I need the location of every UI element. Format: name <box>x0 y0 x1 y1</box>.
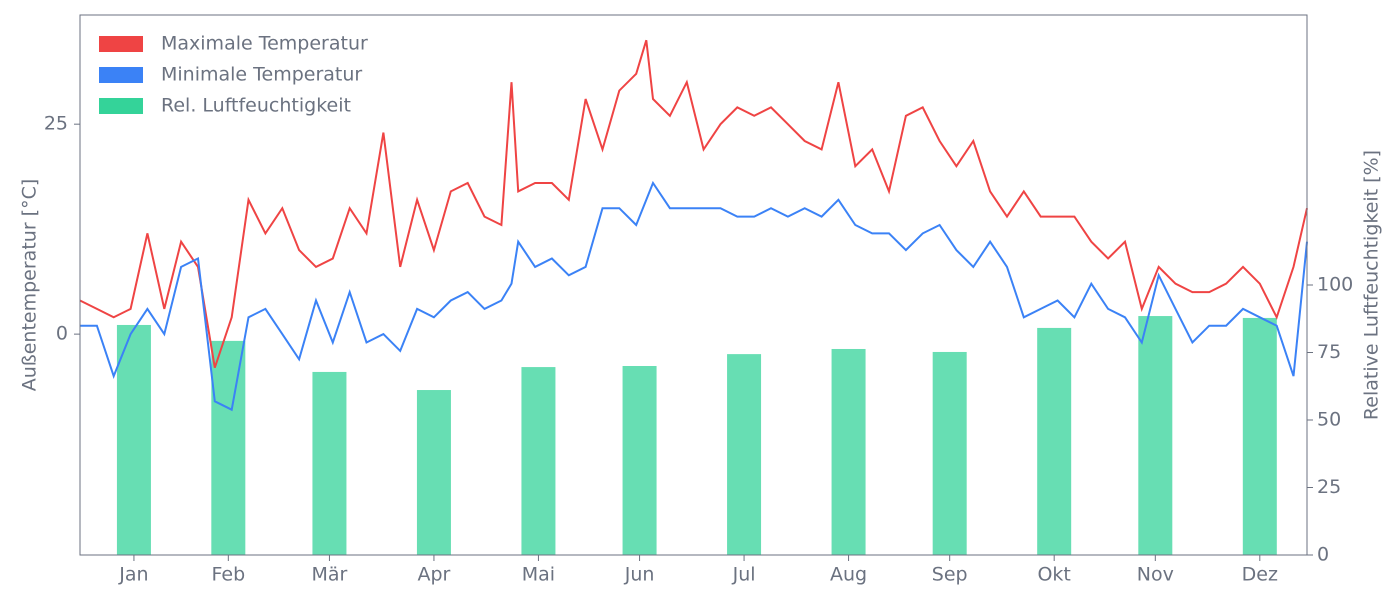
y-tick-label: 25 <box>44 113 68 135</box>
bar <box>727 354 762 555</box>
bar <box>312 371 347 555</box>
y2-tick-label: 100 <box>1317 274 1353 296</box>
y-axis-label: Außentemperatur [°C] <box>19 179 41 392</box>
y-tick-label: 0 <box>56 323 68 345</box>
x-tick-label: Sep <box>932 564 968 586</box>
legend-swatch <box>99 67 143 83</box>
legend-label: Minimale Temperatur <box>161 64 362 86</box>
x-tick-label: Dez <box>1242 564 1278 586</box>
line <box>80 180 1308 412</box>
bar <box>416 390 451 555</box>
y2-tick-label: 75 <box>1317 341 1341 363</box>
legend-label: Rel. Luftfeuchtigkeit <box>161 95 351 117</box>
x-tick-label: Mai <box>522 564 555 586</box>
bar <box>1138 316 1173 555</box>
x-tick-label: Apr <box>418 564 451 586</box>
legend-swatch <box>99 36 143 52</box>
line <box>79 39 1308 369</box>
bar <box>116 324 151 555</box>
legend-label: Maximale Temperatur <box>161 33 368 55</box>
bar <box>521 367 556 555</box>
x-tick-label: Aug <box>830 564 867 586</box>
x-tick-label: Nov <box>1137 564 1174 586</box>
y2-tick-label: 25 <box>1317 476 1341 498</box>
x-tick-label: Jul <box>732 564 756 586</box>
legend-swatch <box>99 98 143 114</box>
x-tick-label: Jan <box>118 564 148 586</box>
bar <box>211 340 246 555</box>
y2-tick-label: 0 <box>1317 544 1329 566</box>
bar <box>1037 327 1072 555</box>
bar <box>831 348 866 555</box>
x-tick-label: Mär <box>312 564 348 586</box>
x-tick-label: Feb <box>211 564 245 586</box>
y2-axis-label: Relative Luftfeuchtigkeit [%] <box>1361 150 1383 420</box>
bar <box>622 366 657 555</box>
x-tick-label: Okt <box>1037 564 1070 586</box>
bar <box>1242 317 1277 555</box>
x-tick-label: Jun <box>624 564 655 586</box>
bar <box>932 351 967 555</box>
y2-tick-label: 50 <box>1317 409 1341 431</box>
